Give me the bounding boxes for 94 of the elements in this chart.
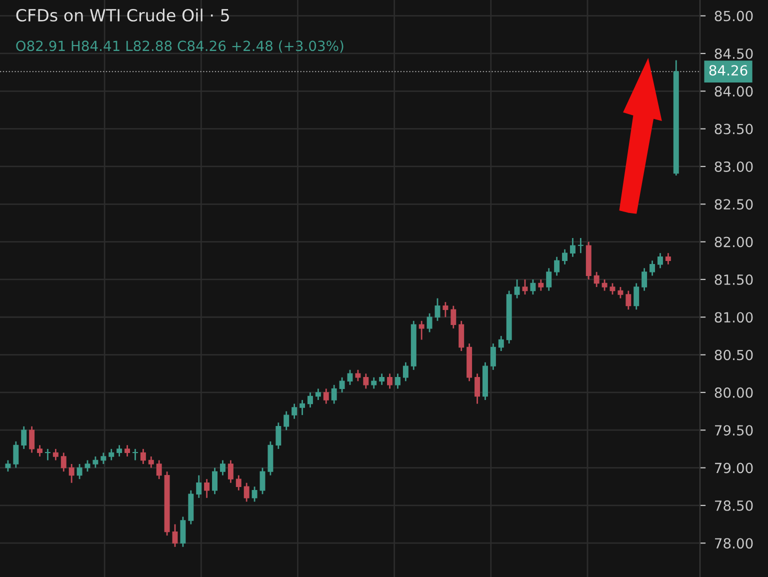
y-tick-label: 81.00: [714, 312, 753, 323]
y-tick-label: 82.00: [714, 236, 753, 248]
candlestick: [132, 448, 138, 461]
candlestick: [292, 403, 298, 420]
candlestick: [490, 342, 496, 371]
y-tick-label: 78.50: [715, 500, 753, 511]
candlestick: [554, 256, 560, 276]
candlestick: [634, 282, 640, 310]
candlestick: [156, 460, 162, 480]
candlestick: [618, 286, 624, 299]
y-tick-label: 85.00: [714, 10, 753, 22]
y-tick-label: 81.50: [714, 274, 753, 285]
chart-title: CFDs on WTI Crude Oil · 5: [16, 8, 229, 22]
candlestick: [252, 486, 258, 502]
y-tick-label: 79.50: [715, 425, 753, 436]
candlestick: [474, 372, 480, 404]
candlestick: [116, 444, 122, 458]
y-tick-label: 79.00: [715, 462, 753, 474]
candlestick: [13, 440, 19, 468]
candlestick: [76, 463, 82, 480]
candlestick: [450, 305, 456, 330]
candlestick: [665, 252, 671, 266]
candlestick: [21, 426, 27, 450]
y-tick-label: 80.00: [714, 387, 753, 398]
candlestick: [68, 463, 74, 484]
y-tick-label: 84.50: [714, 48, 753, 59]
candlestick: [323, 388, 329, 404]
candlestick: [347, 369, 353, 386]
y-tick-label: 84.00: [714, 86, 753, 97]
candlestick: [220, 460, 226, 476]
candlestick: [100, 452, 106, 465]
candlestick: [538, 278, 544, 292]
candlestick: [434, 298, 440, 322]
candlestick: [212, 467, 218, 495]
candlestick: [514, 278, 520, 299]
y-tick-label: 83.00: [714, 161, 753, 172]
candlestick: [339, 376, 345, 394]
candlestick: [394, 372, 400, 390]
candlestick: [546, 267, 552, 292]
candlestick: [657, 252, 663, 269]
candlestick: [498, 335, 504, 352]
candlestick: [108, 448, 114, 461]
annotation: O82.91 H84.41 L82.88 C84.26 +2.48 (+3.03%): [16, 40, 344, 53]
candlestick: [228, 460, 234, 484]
candlestick: [284, 410, 290, 431]
candlestick: [196, 474, 202, 499]
candlestick: [84, 460, 90, 472]
ref-line-label: 84.26: [709, 65, 748, 76]
candlestick: [44, 448, 50, 461]
candlestick: [260, 467, 266, 495]
candlestick: [642, 267, 648, 292]
candlestick: [650, 260, 656, 276]
candlestick: [315, 388, 321, 401]
candlestick: [379, 372, 385, 386]
candlestick: [52, 448, 58, 461]
candlestick: [363, 372, 369, 390]
candlestick: [387, 372, 393, 390]
candlestick: [244, 482, 250, 502]
candlestick: [610, 282, 616, 296]
candlestick: [594, 271, 600, 288]
candlestick: [371, 376, 377, 390]
candlestick: [29, 426, 35, 454]
y-tick-label: 83.50: [714, 124, 753, 134]
candlestick: [60, 452, 66, 472]
candlestick: [180, 516, 186, 548]
candlestick: [418, 320, 424, 340]
y-tick-label: 78.00: [715, 538, 753, 549]
candlestick: [148, 456, 154, 468]
candlestick: [522, 278, 528, 296]
candlestick: [172, 524, 178, 548]
candlestick: [458, 320, 464, 352]
candlestick: [426, 312, 432, 333]
candlestick: [530, 278, 536, 296]
candlestick: [355, 369, 361, 382]
candlestick: [307, 392, 313, 408]
candlestick: [140, 448, 146, 465]
candlestick: [402, 362, 408, 382]
candlestick: [626, 290, 632, 310]
candlestick: [204, 478, 210, 499]
candlestick: [5, 460, 11, 472]
candlestick: [570, 237, 576, 258]
candlestick: [442, 301, 448, 318]
candlestick: [562, 248, 568, 266]
candlestick: [300, 399, 306, 416]
y-tick-label: 82.50: [714, 199, 753, 210]
candlestick: [578, 237, 584, 254]
candlestick: [37, 444, 43, 458]
candlestick: [124, 444, 130, 458]
candlestick: [92, 456, 98, 468]
candlestick: [331, 384, 337, 404]
candlestick: [236, 474, 242, 492]
y-tick-label: 80.50: [714, 350, 753, 360]
candlestick: [602, 278, 608, 292]
candlestick: [276, 422, 282, 450]
